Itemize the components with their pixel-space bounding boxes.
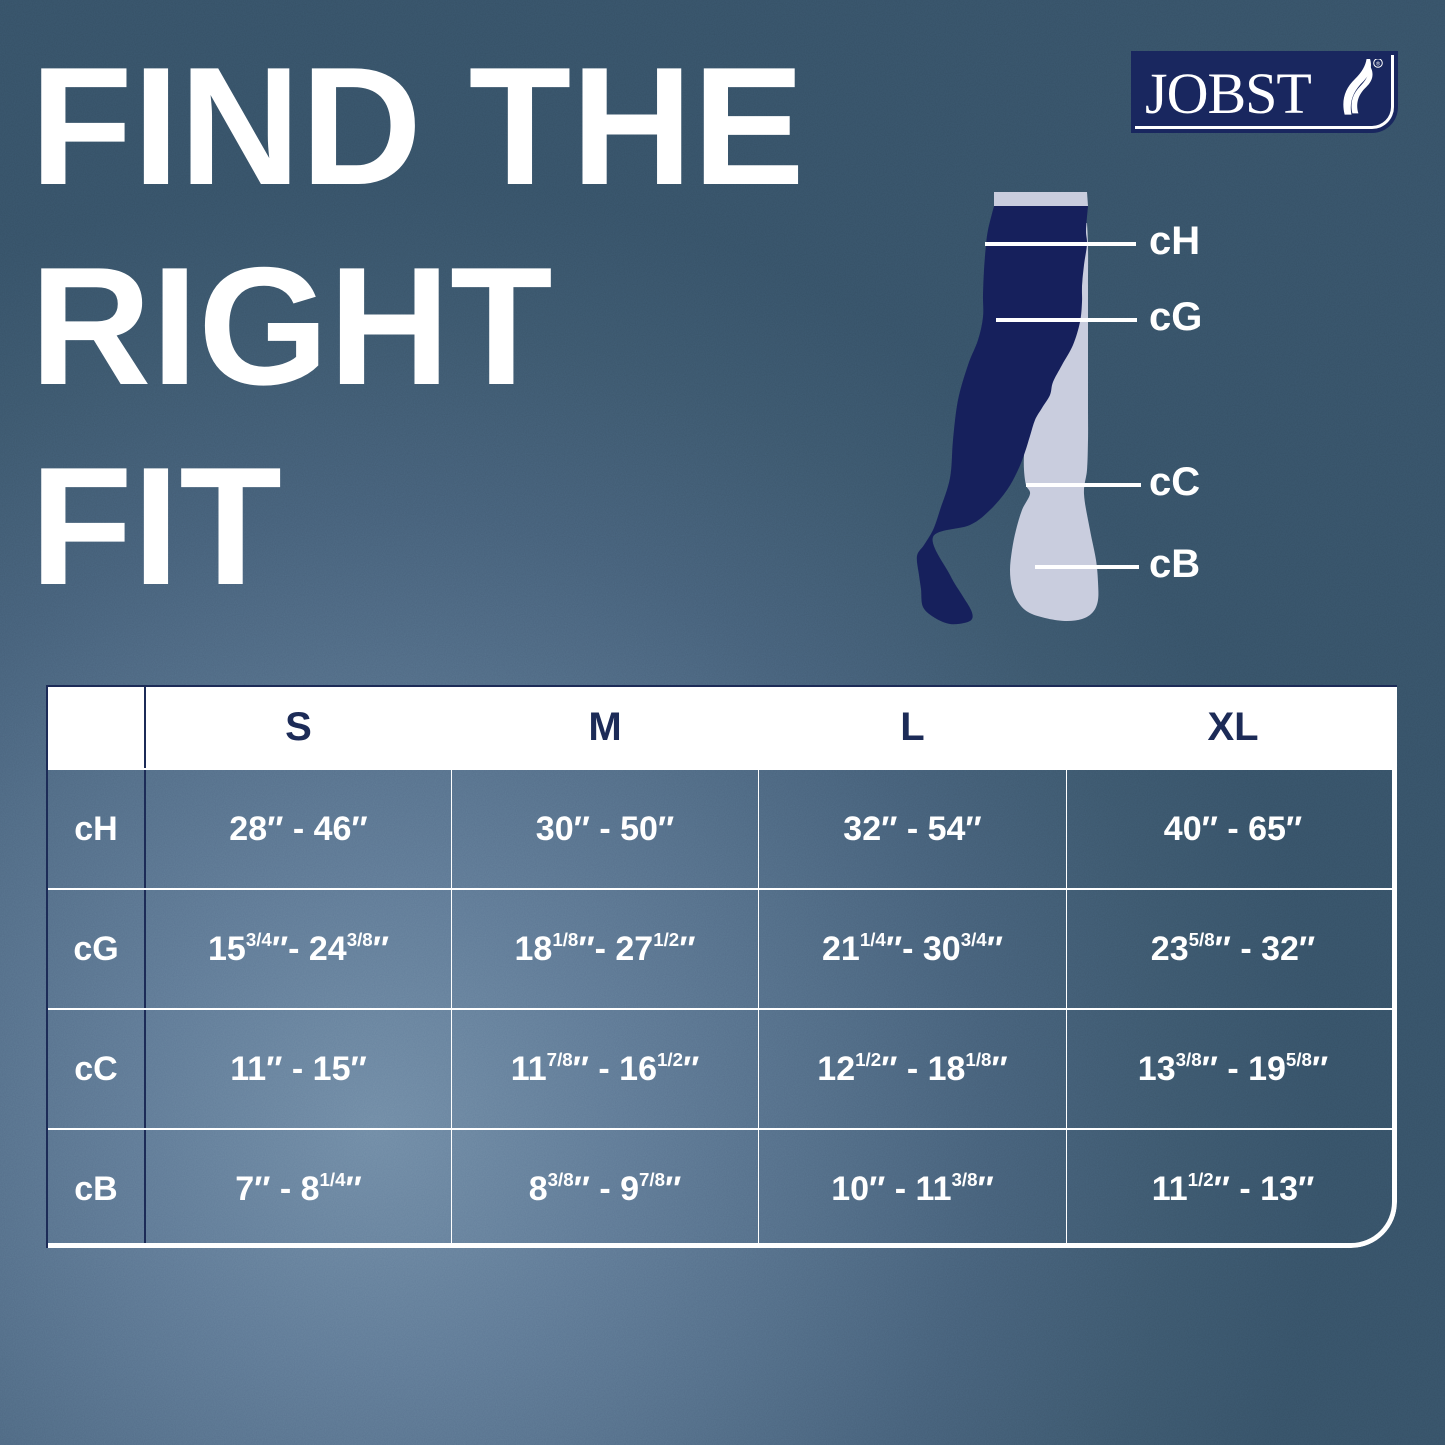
svg-text:JOBST: JOBST bbox=[1145, 61, 1311, 126]
svg-text:®: ® bbox=[1376, 61, 1381, 68]
